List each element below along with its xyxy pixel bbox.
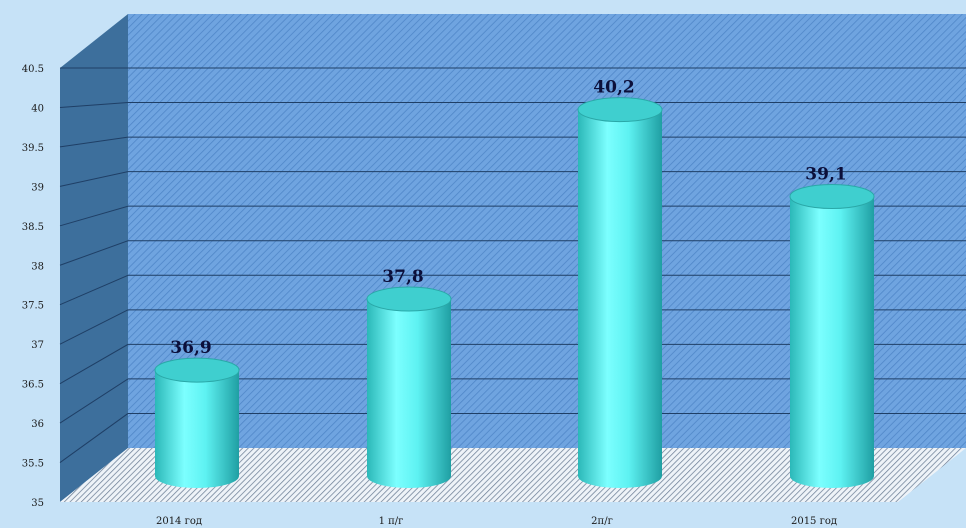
x-axis-labels: 2014 год 1 п/г 2п/г 2015 год — [156, 516, 837, 527]
y-tick-label: 39 — [31, 182, 44, 193]
gridline-side — [59, 343, 129, 385]
data-label: 36,9 — [170, 338, 211, 358]
gridline-side — [59, 240, 129, 266]
gridline-side — [59, 274, 129, 306]
bar-top — [577, 97, 663, 123]
data-label: 37,8 — [382, 267, 423, 287]
y-tick-label: 37.5 — [22, 301, 44, 312]
y-tick-label: 38 — [31, 261, 44, 272]
bar-body — [155, 370, 239, 488]
gridline-side — [59, 378, 129, 424]
gridline-side — [59, 309, 129, 345]
bar-body — [578, 109, 662, 488]
gridline-side — [59, 205, 129, 227]
x-tick-label: 2014 год — [156, 516, 202, 527]
x-tick-label: 1 п/г — [379, 516, 404, 527]
bar — [789, 183, 875, 489]
y-tick-label: 38.5 — [22, 222, 44, 233]
side-wall — [60, 14, 128, 502]
bar-top — [789, 183, 875, 209]
bar — [154, 357, 240, 488]
y-tick-label: 35 — [31, 498, 44, 509]
gridline-side — [59, 136, 129, 148]
chart-floor — [60, 448, 966, 502]
y-tick-label: 37 — [31, 340, 44, 351]
bar-top — [154, 357, 240, 383]
y-tick-label: 35.5 — [22, 459, 44, 470]
y-axis-ticks: 35 35.5 36 36.5 37 37.5 38 38.5 39 39.5 40 40.5 — [22, 64, 44, 509]
y-tick-label: 40 — [31, 103, 44, 114]
gridline-side — [59, 413, 129, 463]
bar-top — [366, 286, 452, 312]
bar — [366, 286, 452, 488]
gridline-side — [59, 171, 129, 187]
data-label: 39,1 — [805, 164, 846, 184]
x-tick-label: 2п/г — [591, 516, 613, 527]
bar-body — [367, 299, 451, 488]
gridline-side — [59, 102, 129, 108]
y-tick-label: 36.5 — [22, 380, 44, 391]
bars: 36,9 37,8 40,2 39,1 — [154, 78, 875, 489]
back-wall — [128, 14, 966, 448]
bar — [577, 97, 663, 488]
x-tick-label: 2015 год — [791, 516, 837, 527]
bar-body — [790, 196, 874, 489]
data-label: 40,2 — [593, 78, 634, 98]
y-tick-label: 36 — [31, 419, 44, 430]
y-tick-label: 40.5 — [22, 64, 44, 75]
y-tick-label: 39.5 — [22, 143, 44, 154]
